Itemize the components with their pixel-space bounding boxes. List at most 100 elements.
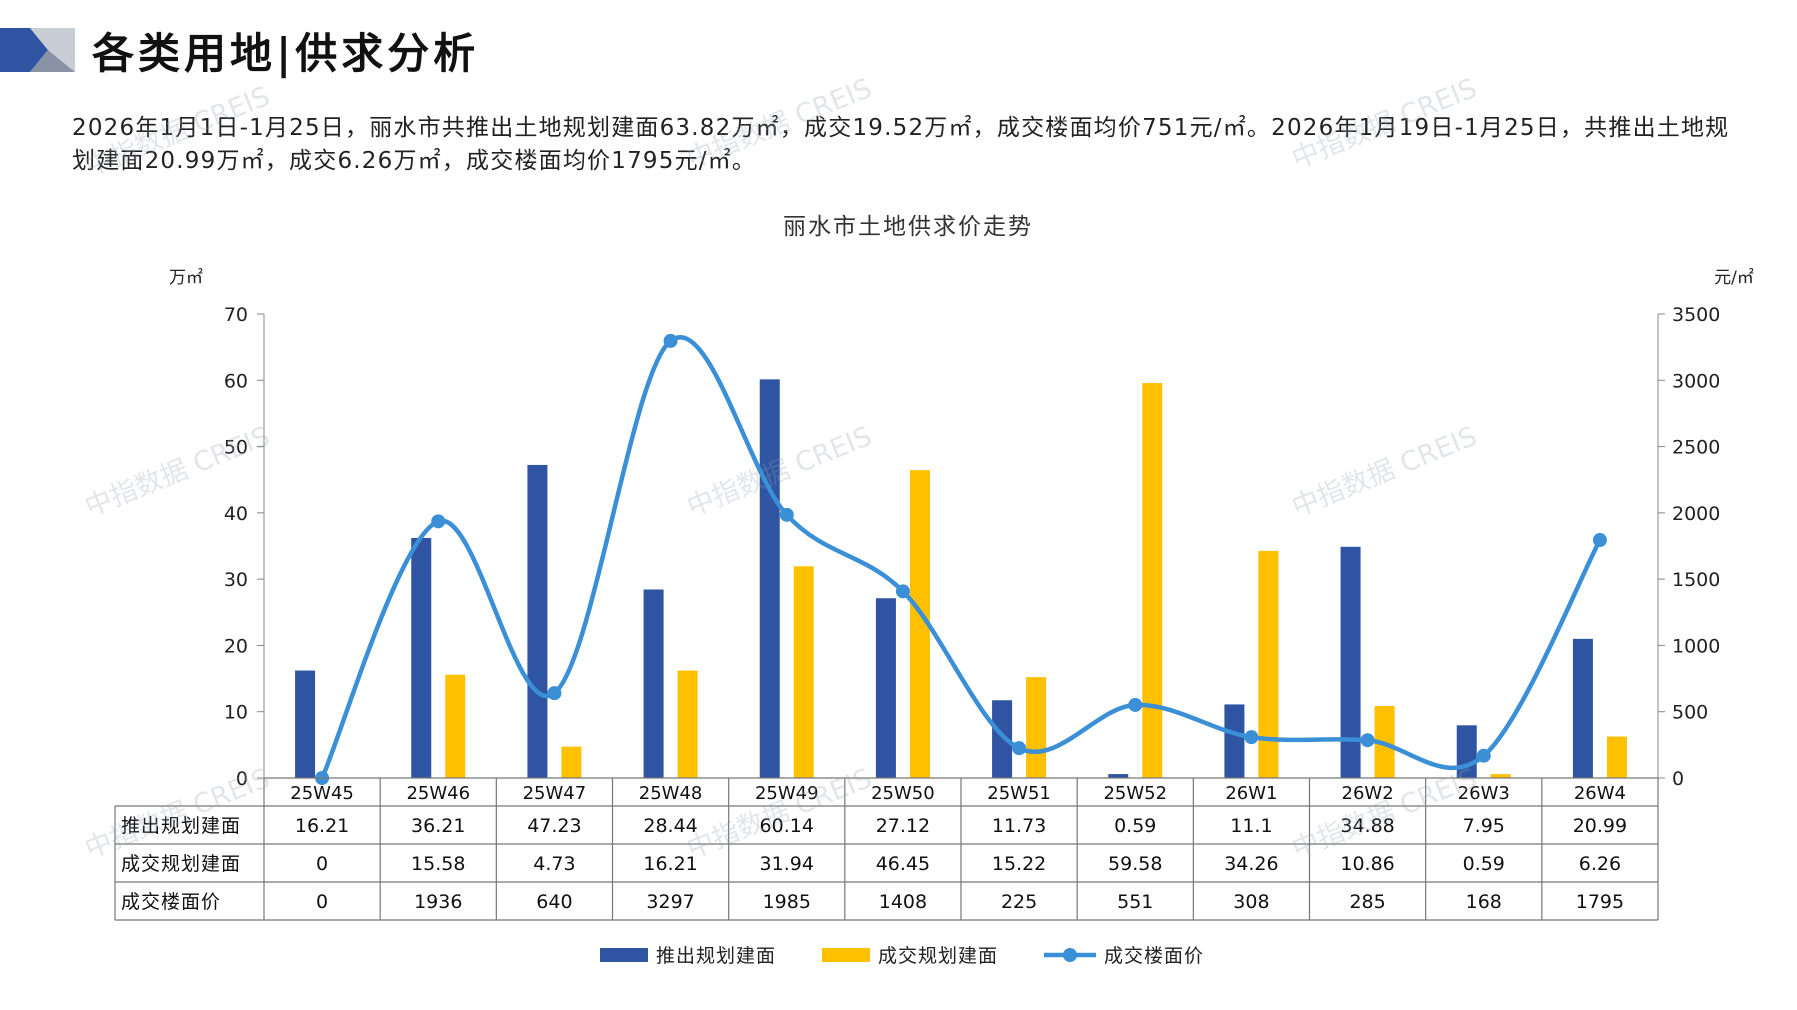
table-cell-value: 47.23 — [527, 815, 581, 837]
line-price-point — [1244, 730, 1259, 745]
bar-deal — [1142, 383, 1163, 778]
y-tick-label-right: 1000 — [1672, 635, 1720, 657]
table-cell-value: 1795 — [1576, 891, 1624, 913]
table-cell-value: 10.86 — [1340, 853, 1394, 875]
bar-supply — [1456, 725, 1477, 778]
table-cell-value: 1936 — [414, 891, 462, 913]
line-price-point — [1012, 741, 1027, 756]
x-tick-label: 25W52 — [1103, 783, 1167, 804]
bar-deal — [1606, 736, 1627, 778]
y-tick-label-right: 2000 — [1672, 503, 1720, 525]
table-cell-value: 16.21 — [643, 853, 697, 875]
table-cell-value: 225 — [1001, 891, 1037, 913]
table-cell-value: 60.14 — [760, 815, 814, 837]
table-cell-value: 0 — [316, 853, 328, 875]
table-cell-value: 36.21 — [411, 815, 465, 837]
y-tick-label-left: 60 — [224, 370, 248, 392]
table-cell-value: 11.73 — [992, 815, 1046, 837]
table-cell-value: 3297 — [646, 891, 694, 913]
line-price-point — [663, 333, 678, 348]
y-tick-label-right: 1500 — [1672, 569, 1720, 591]
y-tick-label-left: 0 — [236, 768, 248, 790]
y-tick-label-left: 50 — [224, 437, 248, 459]
x-tick-label: 25W49 — [755, 783, 819, 804]
table-cell-value: 4.73 — [533, 853, 575, 875]
x-tick-label: 25W48 — [639, 783, 703, 804]
bar-supply — [295, 670, 316, 778]
table-cell-value: 168 — [1466, 891, 1502, 913]
bar-deal — [561, 746, 582, 778]
table-cell-value: 640 — [536, 891, 572, 913]
table-cell-value: 1985 — [763, 891, 811, 913]
legend-label-deal: 成交规划建面 — [878, 945, 998, 967]
x-tick-label: 26W2 — [1342, 783, 1394, 804]
line-price-point — [895, 584, 910, 599]
bar-supply — [1340, 546, 1361, 778]
y-tick-label-right: 0 — [1672, 768, 1684, 790]
bar-supply — [1224, 704, 1245, 778]
table-cell-value: 46.45 — [876, 853, 930, 875]
bar-supply — [643, 589, 664, 778]
x-tick-label: 25W50 — [871, 783, 935, 804]
table-cell-value: 28.44 — [643, 815, 697, 837]
table-cell-value: 16.21 — [295, 815, 349, 837]
line-price-point — [1592, 533, 1607, 548]
legend-swatch-deal — [822, 948, 870, 962]
x-tick-label: 25W51 — [987, 783, 1051, 804]
table-row-label: 成交楼面价 — [121, 891, 221, 913]
bar-supply — [759, 379, 780, 778]
table-cell-value: 0 — [316, 891, 328, 913]
x-tick-label: 25W45 — [290, 783, 354, 804]
y-tick-label-right: 2500 — [1672, 437, 1720, 459]
y-tick-label-left: 30 — [224, 569, 248, 591]
table-cell-value: 34.88 — [1340, 815, 1394, 837]
y-tick-label-left: 20 — [224, 635, 248, 657]
bar-deal — [677, 670, 698, 778]
table-cell-value: 34.26 — [1224, 853, 1278, 875]
legend-swatch-price-marker — [1063, 948, 1077, 962]
line-price-point — [547, 686, 562, 701]
table-cell-value: 308 — [1233, 891, 1269, 913]
table-cell-value: 7.95 — [1463, 815, 1505, 837]
y-tick-label-right: 500 — [1672, 702, 1708, 724]
bar-deal — [1490, 774, 1511, 778]
table-row-label: 成交规划建面 — [121, 853, 241, 875]
table-cell-value: 15.22 — [992, 853, 1046, 875]
x-tick-label: 26W1 — [1225, 783, 1277, 804]
y-tick-label-left: 10 — [224, 702, 248, 724]
x-tick-label: 25W47 — [523, 783, 587, 804]
legend-label-price: 成交楼面价 — [1104, 945, 1204, 967]
bar-supply — [411, 537, 432, 778]
chart-title: 丽水市土地供求价走势 — [783, 214, 1033, 240]
legend-label-supply: 推出规划建面 — [656, 945, 776, 967]
table-cell-value: 1408 — [879, 891, 927, 913]
table-cell-value: 59.58 — [1108, 853, 1162, 875]
bar-deal — [1258, 550, 1279, 778]
y-tick-label-right: 3500 — [1672, 304, 1720, 326]
line-price-point — [431, 514, 446, 529]
table-row-label: 推出规划建面 — [121, 815, 241, 837]
bar-deal — [1026, 677, 1047, 778]
bar-deal — [445, 674, 466, 778]
x-tick-label: 25W46 — [406, 783, 470, 804]
header-decoration-icon — [0, 28, 75, 72]
table-cell-value: 31.94 — [760, 853, 814, 875]
bar-supply — [1108, 774, 1129, 778]
bar-supply — [875, 598, 896, 778]
table-cell-value: 27.12 — [876, 815, 930, 837]
table-cell-value: 6.26 — [1579, 853, 1621, 875]
x-tick-label: 26W4 — [1574, 783, 1626, 804]
line-price-point — [1476, 748, 1491, 763]
y-axis-right-label: 元/㎡ — [1714, 268, 1754, 288]
line-price-point — [1360, 733, 1375, 748]
table-cell-value: 15.58 — [411, 853, 465, 875]
y-axis-left-label: 万㎡ — [169, 268, 203, 288]
page-title: 各类用地|供求分析 — [92, 29, 480, 78]
y-tick-label-right: 3000 — [1672, 370, 1720, 392]
y-tick-label-left: 40 — [224, 503, 248, 525]
table-cell-value: 0.59 — [1463, 853, 1505, 875]
summary-text: 2026年1月1日-1月25日，丽水市共推出土地规划建面63.82万㎡，成交19… — [72, 115, 1730, 174]
bar-supply — [1572, 638, 1593, 778]
bar-supply — [992, 700, 1013, 778]
